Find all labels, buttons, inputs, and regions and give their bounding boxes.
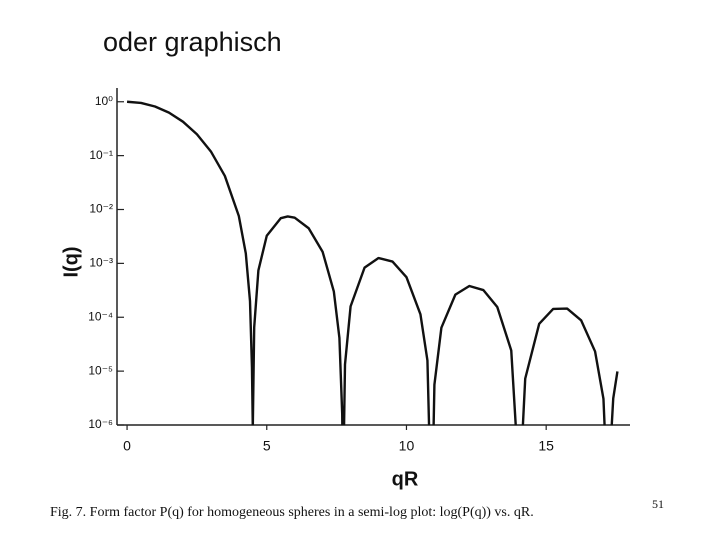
plot-area [126,100,619,426]
y-tick-label: 10⁻¹ [89,148,113,162]
y-tick-label: 10⁰ [95,94,113,108]
x-tick-label: 15 [538,438,554,454]
caption: Fig. 7. Form factor P(q) for homogeneous… [50,505,534,520]
page-number: 51 [652,497,664,511]
x-axis-label: qR [392,468,419,490]
x-tick-label: 0 [123,438,131,454]
slide-title: oder graphisch [103,27,282,57]
y-tick-label: 10⁻⁵ [88,363,113,377]
y-tick-label: 10⁻³ [89,256,113,270]
y-tick-label: 10⁻⁴ [88,309,113,323]
x-tick-label: 5 [263,438,271,454]
x-tick-label: 10 [399,438,415,454]
y-axis-label: I(q) [60,246,82,277]
form-factor-line [126,100,619,426]
y-tick-label: 10⁻² [89,202,113,216]
y-tick-label: 10⁻⁶ [88,417,113,431]
